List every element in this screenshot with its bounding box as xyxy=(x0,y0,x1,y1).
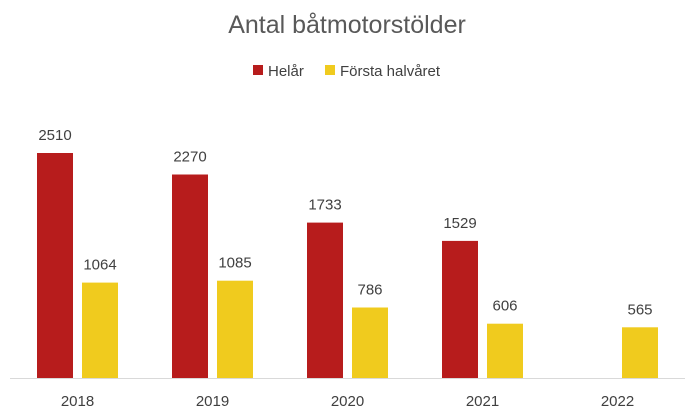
x-tick-label-2019: 2019 xyxy=(196,393,229,410)
bar-forsta-halvaret-2020 xyxy=(352,307,388,378)
data-label-forsta-halvaret-2019: 1085 xyxy=(218,255,251,272)
legend-swatch-helar xyxy=(253,65,263,75)
x-tick-label-2022: 2022 xyxy=(601,393,634,410)
bars xyxy=(37,153,658,378)
bar-forsta-halvaret-2021 xyxy=(487,323,523,378)
bar-helar-2021 xyxy=(442,240,478,378)
bar-forsta-halvaret-2019 xyxy=(217,280,253,378)
legend-swatch-forsta-halvaret xyxy=(325,65,335,75)
data-label-forsta-halvaret-2021: 606 xyxy=(492,298,517,315)
bar-helar-2019 xyxy=(172,174,208,378)
data-label-helar-2018: 2510 xyxy=(38,127,71,144)
data-label-forsta-halvaret-2018: 1064 xyxy=(83,257,116,274)
legend-label-forsta-halvaret: Första halvåret xyxy=(340,63,441,80)
data-label-helar-2020: 1733 xyxy=(308,197,341,214)
data-labels: 2510 1064 2270 1085 1733 786 1529 606 565 xyxy=(38,127,652,318)
bar-forsta-halvaret-2018 xyxy=(82,282,118,378)
x-tick-label-2021: 2021 xyxy=(466,393,499,410)
data-label-helar-2019: 2270 xyxy=(173,149,206,166)
bar-forsta-halvaret-2022 xyxy=(622,327,658,378)
x-tick-label-2020: 2020 xyxy=(331,393,364,410)
data-label-forsta-halvaret-2020: 786 xyxy=(357,282,382,299)
data-label-helar-2021: 1529 xyxy=(443,215,476,232)
chart-title: Antal båtmotorstölder xyxy=(228,11,466,39)
x-axis-tick-labels: 2018 2019 2020 2021 2022 xyxy=(61,393,634,410)
legend-label-helar: Helår xyxy=(268,63,304,80)
bar-helar-2018 xyxy=(37,153,73,378)
bar-helar-2020 xyxy=(307,222,343,378)
x-tick-label-2018: 2018 xyxy=(61,393,94,410)
legend: Helår Första halvåret xyxy=(253,63,441,80)
data-label-forsta-halvaret-2022: 565 xyxy=(627,301,652,318)
